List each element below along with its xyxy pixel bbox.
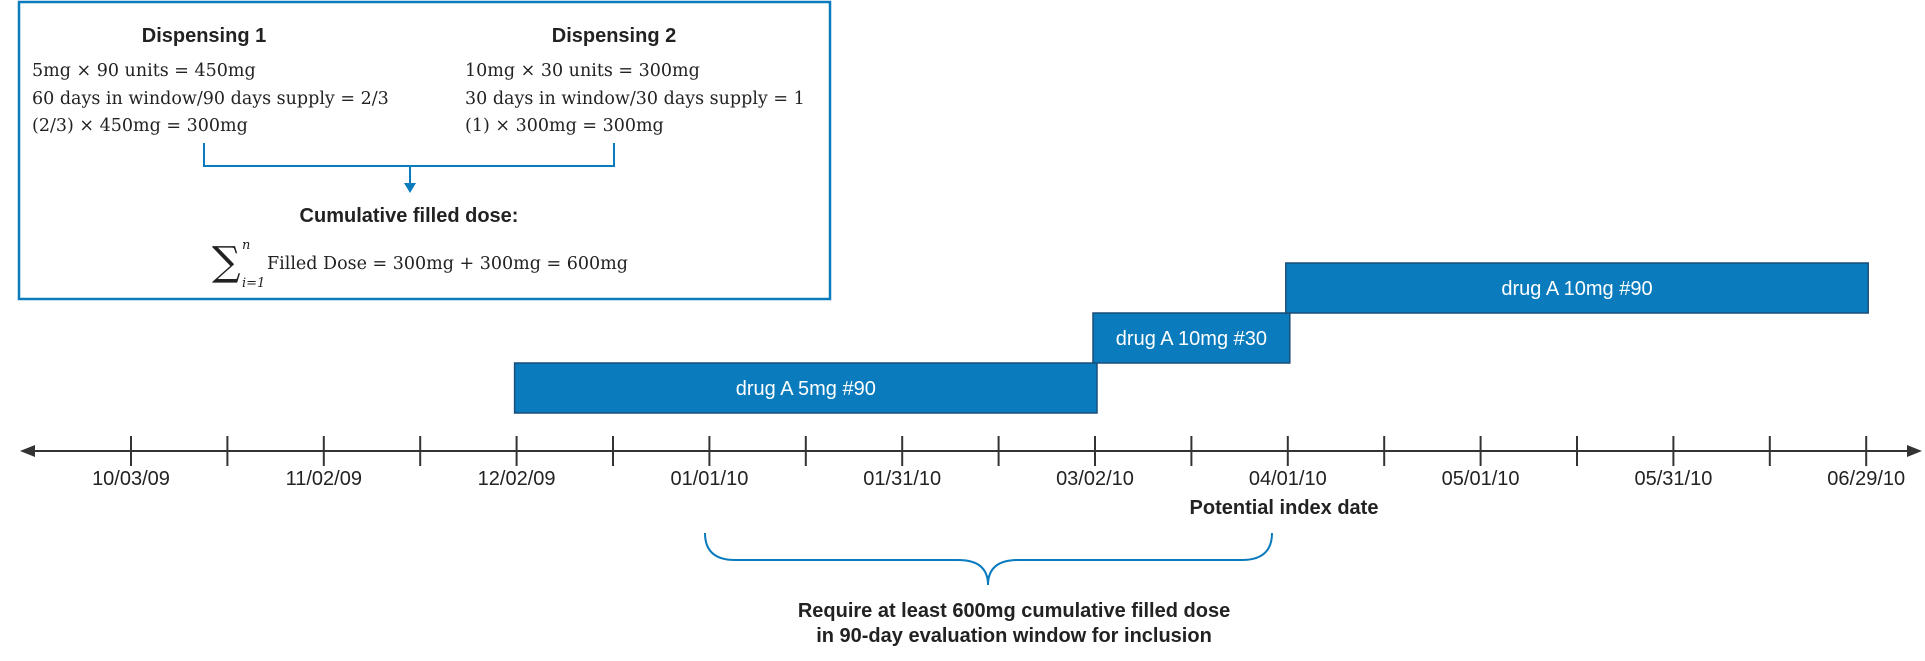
summation-upper-limit: n xyxy=(242,238,250,253)
dispensing-bar-label: drug A 10mg #30 xyxy=(1116,328,1267,350)
axis-tick-label: 06/29/10 xyxy=(1827,468,1905,490)
axis-tick-label: 10/03/09 xyxy=(92,468,170,490)
axis-ticks xyxy=(130,436,1868,466)
axis-tick-labels: 10/03/09 11/02/09 12/02/09 01/01/10 01/31/10… xyxy=(92,468,1905,490)
cumulative-dose-title: Cumulative filled dose: xyxy=(300,205,519,227)
timeline-axis: 10/03/09 11/02/09 12/02/09 01/01/10 01/31/10… xyxy=(20,436,1922,490)
dispensing-bar-label: drug A 5mg #90 xyxy=(736,378,876,400)
axis-right-arrowhead xyxy=(1907,445,1922,457)
dispensing-bar xyxy=(513,362,1098,414)
axis-tick-label: 01/31/10 xyxy=(863,468,941,490)
summary-box: Dispensing 1 5mg × 90 units = 450mg 60 d… xyxy=(17,0,832,301)
evaluation-window-note-line-1: Require at least 600mg cumulative filled… xyxy=(798,600,1230,622)
axis-tick-label: 12/02/09 xyxy=(478,468,556,490)
dispensing-2-title: Dispensing 2 xyxy=(552,25,676,47)
potential-index-date-label: Potential index date xyxy=(1190,497,1379,519)
dispensing-1-line-3: (2/3) × 450mg = 300mg xyxy=(32,116,248,136)
evaluation-window-note-line-2: in 90-day evaluation window for inclusio… xyxy=(816,625,1212,647)
dispensing-2-line-1: 10mg × 30 units = 300mg xyxy=(465,61,700,81)
axis-left-arrowhead xyxy=(20,445,35,457)
dispensing-bar xyxy=(1092,312,1291,364)
dispensing-2-line-2: 30 days in window/30 days supply = 1 xyxy=(465,89,805,109)
dose-merge-connector xyxy=(203,143,615,185)
dispensing-bar xyxy=(1285,262,1869,314)
dispensing-1-line-2: 60 days in window/90 days supply = 2/3 xyxy=(32,89,389,109)
axis-tick-label: 01/01/10 xyxy=(670,468,748,490)
dispensing-bar-label: drug A 10mg #90 xyxy=(1501,278,1652,300)
dose-merge-arrowhead xyxy=(404,183,416,193)
axis-tick-label: 04/01/10 xyxy=(1249,468,1327,490)
summary-box-frame xyxy=(17,0,832,301)
summation-symbol: ∑ xyxy=(212,239,241,285)
dispensing-1-title: Dispensing 1 xyxy=(142,25,266,47)
formula-expression: Filled Dose = 300mg + 300mg = 600mg xyxy=(267,254,628,274)
axis-tick-label: 05/31/10 xyxy=(1634,468,1712,490)
axis-tick-label: 05/01/10 xyxy=(1442,468,1520,490)
summation-lower-limit: i=1 xyxy=(242,276,265,291)
dispensing-bars: drug A 5mg #90 drug A 10mg #30 drug A 10mg… xyxy=(513,262,1869,414)
dispensing-1-line-1: 5mg × 90 units = 450mg xyxy=(32,61,256,81)
evaluation-window-brace xyxy=(704,532,1273,586)
axis-tick-label: 03/02/10 xyxy=(1056,468,1134,490)
cumulative-dose-formula: ∑ n i=1 Filled Dose = 300mg + 300mg = 60… xyxy=(212,238,628,291)
axis-tick-label: 11/02/09 xyxy=(286,468,362,490)
dispensing-2-line-3: (1) × 300mg = 300mg xyxy=(465,116,664,136)
